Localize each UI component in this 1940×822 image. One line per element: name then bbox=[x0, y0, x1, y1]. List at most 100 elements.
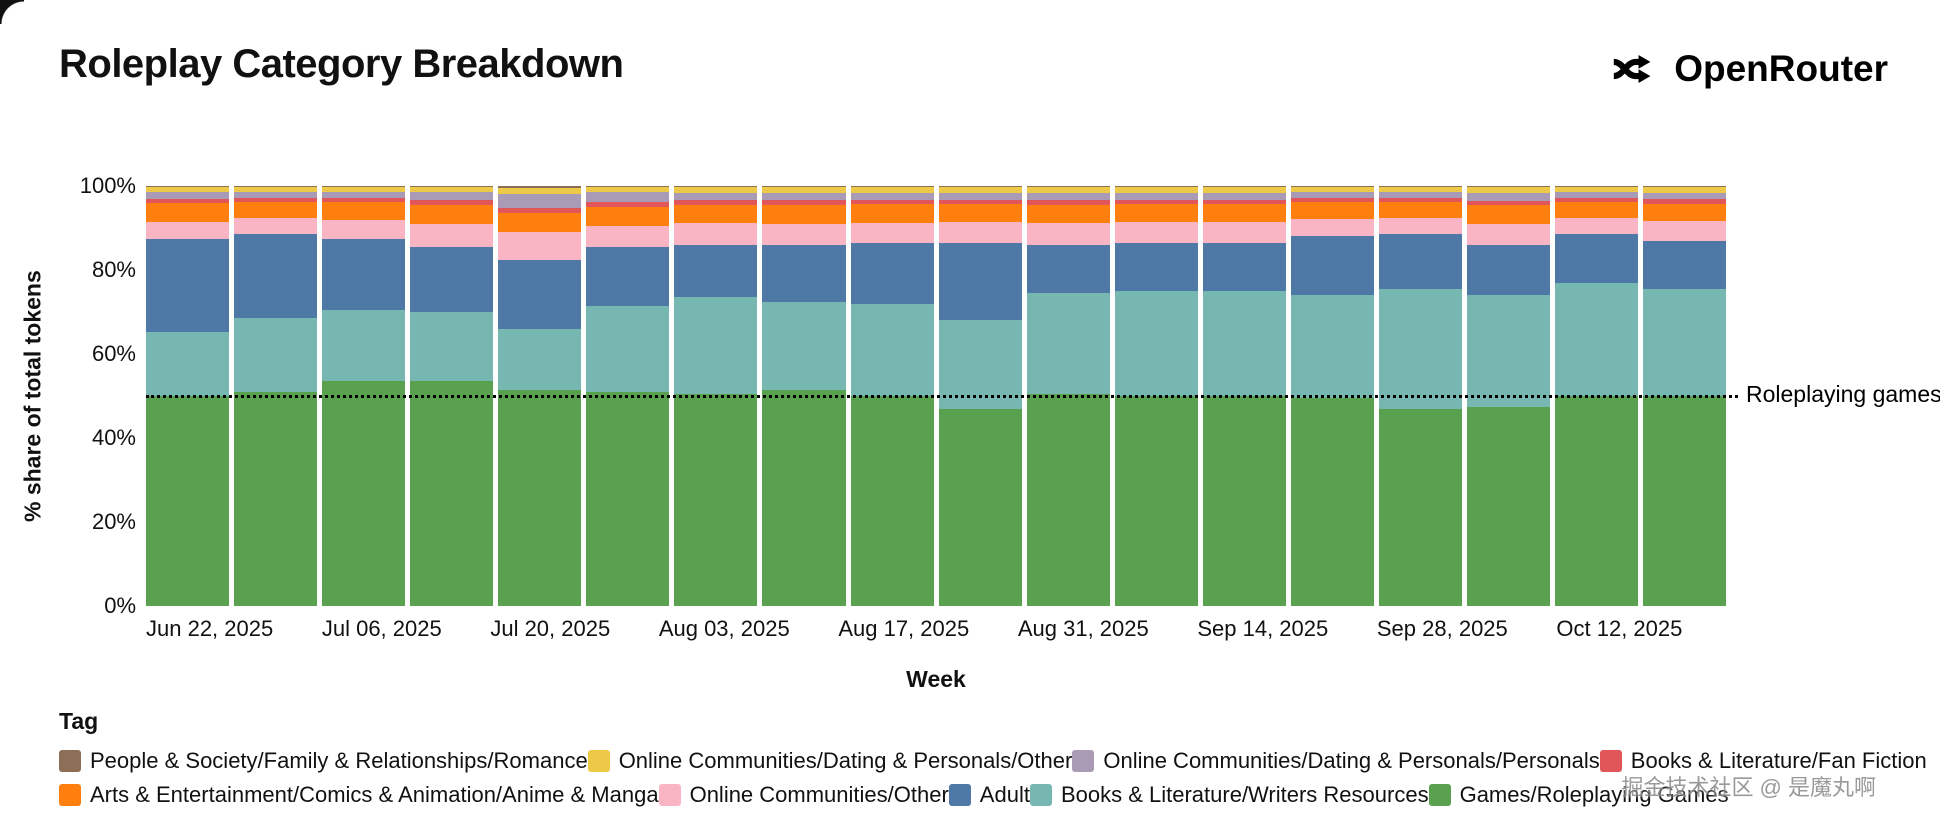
bar[interactable] bbox=[1555, 186, 1639, 606]
bar-segment bbox=[1466, 205, 1550, 224]
x-tick-label: Sep 14, 2025 bbox=[1197, 616, 1329, 641]
bar[interactable] bbox=[1290, 186, 1374, 606]
bar[interactable] bbox=[762, 186, 846, 606]
x-tick-label: Aug 17, 2025 bbox=[838, 616, 970, 641]
brand-name: OpenRouter bbox=[1674, 48, 1888, 89]
bar-segment bbox=[146, 202, 230, 222]
legend-item[interactable]: Online Communities/Other bbox=[658, 782, 949, 808]
bar[interactable] bbox=[410, 186, 494, 606]
bar-segment bbox=[586, 187, 670, 193]
bar-segment bbox=[938, 187, 1022, 193]
bar-segment bbox=[762, 389, 846, 606]
bar-segment bbox=[938, 242, 1022, 321]
bar-segment bbox=[1290, 198, 1374, 202]
bar[interactable] bbox=[586, 186, 670, 606]
bar-segment bbox=[234, 318, 318, 392]
bar[interactable] bbox=[938, 186, 1022, 606]
bar-segment bbox=[850, 204, 934, 223]
legend-item[interactable]: Books & Literature/Fan Fiction bbox=[1599, 748, 1927, 774]
legend-label: Books & Literature/Writers Resources bbox=[1060, 782, 1429, 807]
bar-segment bbox=[1290, 192, 1374, 199]
bar-segment bbox=[410, 186, 494, 188]
openrouter-logo-icon bbox=[1613, 55, 1651, 83]
bar-segment bbox=[146, 331, 230, 396]
x-tick-label: Sep 28, 2025 bbox=[1376, 616, 1508, 641]
bar-segment bbox=[586, 206, 670, 226]
bar-segment bbox=[938, 199, 1022, 205]
bar-segment bbox=[1555, 396, 1639, 606]
legend-item[interactable]: Online Communities/Dating & Personals/Ot… bbox=[587, 748, 1072, 774]
legend-item[interactable]: Online Communities/Dating & Personals/Pe… bbox=[1072, 748, 1600, 774]
bar[interactable] bbox=[1643, 186, 1727, 606]
bar-segment bbox=[1378, 186, 1462, 188]
bar-segment bbox=[674, 187, 758, 193]
x-axis-title: Week bbox=[906, 666, 966, 692]
bar-segment bbox=[1466, 187, 1550, 194]
bar-segment bbox=[674, 222, 758, 245]
bar-segment bbox=[850, 242, 934, 304]
bar-segment bbox=[410, 199, 494, 205]
bar-segment bbox=[1555, 197, 1639, 202]
bar-segment bbox=[410, 204, 494, 224]
bar-segment bbox=[1643, 203, 1727, 222]
bar-segment bbox=[762, 200, 846, 205]
bar-segment bbox=[762, 301, 846, 390]
bar-segment bbox=[762, 223, 846, 245]
legend-item[interactable]: People & Society/Family & Relationships/… bbox=[59, 748, 588, 774]
bar-segment bbox=[1290, 295, 1374, 399]
bar-segment bbox=[498, 187, 582, 195]
legend-swatch-icon bbox=[1029, 784, 1052, 806]
legend-item[interactable]: Arts & Entertainment/Comics & Animation/… bbox=[59, 782, 659, 808]
bar-segment bbox=[234, 234, 318, 319]
bar-segment bbox=[1643, 240, 1727, 289]
bar-segment bbox=[1466, 223, 1550, 245]
bar-segment bbox=[498, 194, 582, 209]
bar-segment bbox=[1202, 221, 1286, 243]
bar-segment bbox=[1466, 193, 1550, 201]
legend-swatch-icon bbox=[1072, 750, 1095, 772]
bar-segment bbox=[146, 221, 230, 240]
bar-segment bbox=[1643, 186, 1727, 188]
bar-segment bbox=[1555, 234, 1639, 283]
bar[interactable] bbox=[146, 186, 230, 606]
bar[interactable] bbox=[1026, 186, 1110, 606]
bar-segment bbox=[938, 186, 1022, 188]
bar[interactable] bbox=[1378, 186, 1462, 606]
openrouter-brand[interactable]: OpenRouter bbox=[1606, 46, 1888, 92]
bar-segment bbox=[322, 187, 406, 193]
bar-segment bbox=[1555, 192, 1639, 198]
bar-segment bbox=[1643, 221, 1727, 241]
bar-segment bbox=[1026, 244, 1110, 294]
bar-segment bbox=[938, 192, 1022, 200]
bar-segment bbox=[586, 225, 670, 247]
bar-segment bbox=[1643, 187, 1727, 193]
chart-plot bbox=[146, 186, 1727, 606]
bar[interactable] bbox=[322, 186, 406, 606]
bar[interactable] bbox=[234, 186, 318, 606]
bar-segment bbox=[322, 202, 406, 220]
bar-segment bbox=[1026, 222, 1110, 245]
bar-segment bbox=[1290, 218, 1374, 237]
y-tick-label: 100% bbox=[79, 173, 136, 198]
legend-item[interactable]: Books & Literature/Writers Resources bbox=[1029, 782, 1429, 808]
bar-segment bbox=[1114, 192, 1198, 200]
bar[interactable] bbox=[1114, 186, 1198, 606]
bar[interactable] bbox=[1466, 186, 1550, 606]
bar-segment bbox=[1026, 192, 1110, 201]
legend-item[interactable]: Adult bbox=[948, 782, 1030, 808]
legend-item[interactable]: Games/Roleplaying Games bbox=[1428, 782, 1729, 808]
bar[interactable] bbox=[850, 186, 934, 606]
bar-segment bbox=[498, 208, 582, 214]
bar[interactable] bbox=[498, 186, 582, 606]
bar[interactable] bbox=[1202, 186, 1286, 606]
x-axis: Jun 22, 2025 Jul 06, 2025 Jul 20, 2025 Aug … bbox=[146, 616, 1726, 642]
bar-segment bbox=[234, 197, 318, 202]
y-tick-label: 0% bbox=[104, 593, 136, 618]
bar-segment bbox=[1466, 186, 1550, 188]
bar-segment bbox=[234, 192, 318, 198]
bar[interactable] bbox=[674, 186, 758, 606]
bar-segment bbox=[1202, 396, 1286, 606]
bar-segment bbox=[762, 192, 846, 201]
bar-segment bbox=[234, 187, 318, 193]
bar-segment bbox=[1466, 244, 1550, 296]
